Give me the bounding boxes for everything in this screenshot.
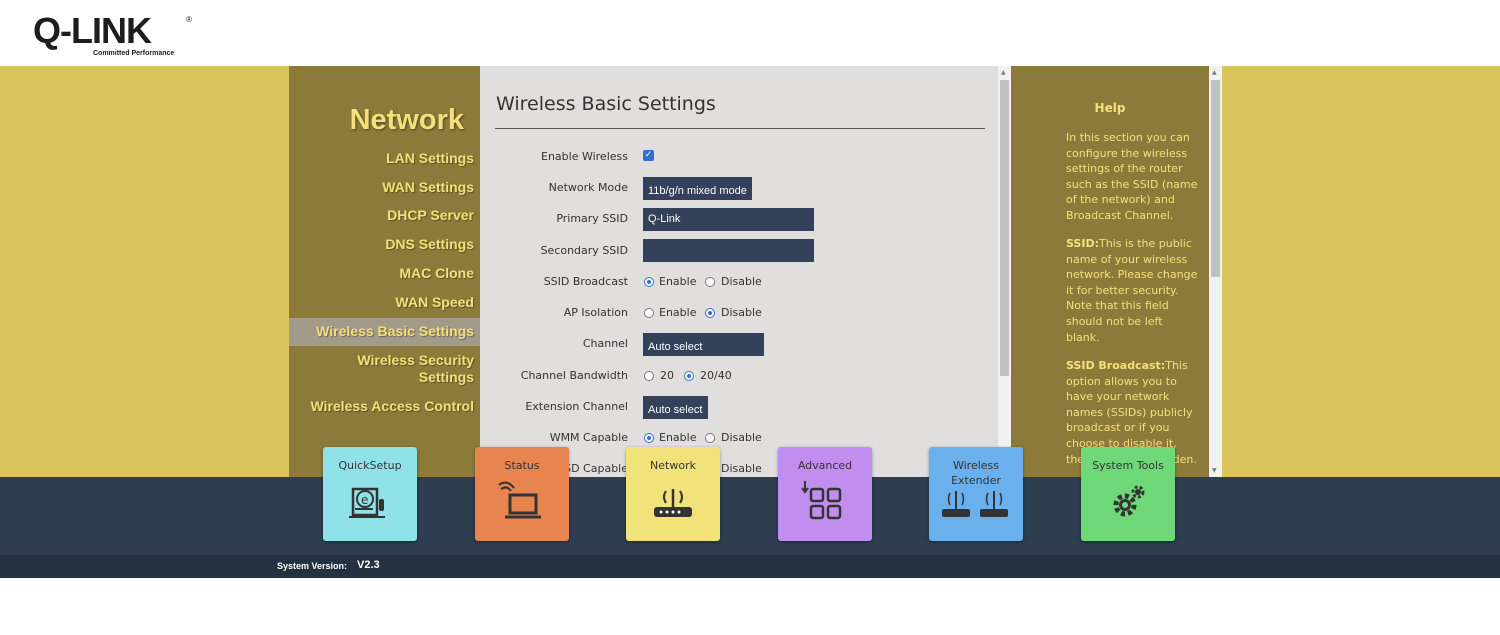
help-ssid-text: This is the public name of your wireless… — [1066, 237, 1198, 344]
ap-isolation-enable-radio[interactable] — [644, 308, 654, 318]
enable-wireless-label: Enable Wireless — [541, 150, 628, 163]
footer-bar — [0, 477, 1500, 555]
wmm-capable-label: WMM Capable — [549, 431, 628, 444]
apsd-disable-label: Disable — [721, 462, 762, 475]
sidebar-item-wireless-security-settings[interactable]: Wireless Security Settings — [357, 352, 474, 385]
sidebar-item-wireless-access-control[interactable]: Wireless Access Control — [310, 398, 474, 414]
tile-wireless-extender[interactable]: Wireless Extender — [929, 447, 1023, 541]
tile-wireless-extender-label: Wireless Extender — [951, 459, 1001, 487]
tile-status-label: Status — [504, 459, 540, 472]
logo-registered-mark: ® — [186, 15, 192, 24]
bandwidth-20-40-label: 20/40 — [700, 369, 732, 382]
system-version-label: System Version: — [277, 561, 348, 571]
sidebar-item-lan-settings[interactable]: LAN Settings — [386, 150, 474, 166]
enable-wireless-checkbox[interactable]: ✓ — [643, 150, 654, 161]
sidebar-item-dhcp-server[interactable]: DHCP Server — [387, 207, 474, 223]
bandwidth-20-label: 20 — [660, 369, 674, 382]
extension-channel-label: Extension Channel — [525, 400, 628, 413]
quicksetup-icon: e — [349, 487, 385, 518]
sidebar-item-mac-clone[interactable]: MAC Clone — [399, 265, 474, 281]
ssid-broadcast-disable-radio[interactable] — [705, 277, 715, 287]
help-intro: In this section you can configure the wi… — [1066, 131, 1198, 222]
scroll-up-icon[interactable]: ▲ — [1001, 69, 1006, 76]
logo-text: Q-LINK — [33, 10, 152, 51]
system-version-value: V2.3 — [357, 559, 380, 571]
channel-label: Channel — [582, 337, 628, 350]
ssid-broadcast-label: SSID Broadcast — [543, 275, 628, 288]
q-link-logo[interactable]: Q-LINK ® Committed Performance — [33, 12, 203, 60]
sidebar-item-wan-settings[interactable]: WAN Settings — [382, 179, 474, 195]
header: Q-LINK ® Committed Performance — [0, 0, 1500, 66]
network-mode-label: Network Mode — [548, 181, 628, 194]
tile-advanced-label: Advanced — [797, 459, 853, 472]
bandwidth-20-radio[interactable] — [644, 371, 654, 381]
extension-channel-select[interactable]: Auto select — [643, 396, 708, 419]
help-scroll-down-icon[interactable]: ▼ — [1212, 467, 1217, 474]
sidebar-title: Network — [349, 104, 464, 136]
help-scroll-up-icon[interactable]: ▲ — [1212, 69, 1217, 76]
gear-icon — [1113, 485, 1145, 517]
apsd-capable-label: APSD Capable — [549, 462, 628, 475]
help-scrollbar[interactable]: ▲ ▼ — [1209, 66, 1222, 477]
secondary-ssid-input[interactable] — [643, 239, 814, 262]
channel-select[interactable]: Auto select — [643, 333, 764, 356]
help-broadcast-term: SSID Broadcast: — [1066, 359, 1166, 372]
ap-isolation-label: AP Isolation — [563, 306, 628, 319]
svg-text:e: e — [361, 493, 368, 507]
sidebar-item-wireless-basic-settings[interactable]: Wireless Basic Settings — [289, 318, 480, 346]
help-ssid: SSID:This is the public name of your wir… — [1066, 236, 1198, 345]
sidebar: Network LAN Settings WAN Settings DHCP S… — [289, 66, 480, 477]
tile-network[interactable]: Network — [626, 447, 720, 541]
network-mode-select[interactable]: 11b/g/n mixed mode — [643, 177, 752, 200]
version-bar: System Version: V2.3 — [0, 555, 1500, 578]
tile-network-label: Network — [650, 459, 696, 472]
tile-status[interactable]: Status — [475, 447, 569, 541]
content-scroll-thumb[interactable] — [1000, 80, 1009, 376]
channel-bandwidth-label: Channel Bandwidth — [520, 369, 628, 382]
help-title: Help — [1094, 101, 1126, 115]
ssid-broadcast-enable-label: Enable — [659, 275, 697, 288]
help-scroll-thumb[interactable] — [1211, 80, 1220, 277]
tile-quicksetup-label: QuickSetup — [338, 459, 402, 472]
ap-isolation-enable-label: Enable — [659, 306, 697, 319]
main-content: Wireless Basic Settings Enable Wireless … — [480, 66, 998, 477]
primary-ssid-label: Primary SSID — [556, 212, 628, 225]
sidebar-item-wan-speed[interactable]: WAN Speed — [395, 294, 474, 310]
tile-system-tools-label: System Tools — [1092, 459, 1164, 472]
bandwidth-20-40-radio[interactable] — [684, 371, 694, 381]
logo-tagline: Committed Performance — [93, 50, 175, 57]
help-ssid-term: SSID: — [1066, 237, 1099, 250]
content-scrollbar[interactable]: ▲ — [998, 66, 1011, 477]
tile-quicksetup[interactable]: QuickSetup e — [323, 447, 417, 541]
extender-icon — [942, 491, 1008, 517]
ssid-broadcast-disable-label: Disable — [721, 275, 762, 288]
wmm-disable-label: Disable — [721, 431, 762, 444]
router-icon — [654, 489, 692, 517]
ssid-broadcast-enable-radio[interactable] — [644, 277, 654, 287]
wmm-enable-radio[interactable] — [644, 433, 654, 443]
ap-isolation-disable-radio[interactable] — [705, 308, 715, 318]
status-laptop-icon — [498, 481, 541, 519]
secondary-ssid-label: Secondary SSID — [540, 244, 628, 257]
page-title: Wireless Basic Settings — [496, 93, 716, 115]
sidebar-item-dns-settings[interactable]: DNS Settings — [385, 236, 474, 252]
title-divider — [495, 128, 985, 129]
tile-advanced[interactable]: Advanced — [778, 447, 872, 541]
help-panel: Help In this section you can configure t… — [1011, 66, 1209, 477]
tile-system-tools[interactable]: System Tools — [1081, 447, 1175, 541]
advanced-grid-icon — [801, 481, 842, 520]
wmm-disable-radio[interactable] — [705, 433, 715, 443]
primary-ssid-input[interactable]: Q-Link — [643, 208, 814, 231]
wmm-enable-label: Enable — [659, 431, 697, 444]
ap-isolation-disable-label: Disable — [721, 306, 762, 319]
